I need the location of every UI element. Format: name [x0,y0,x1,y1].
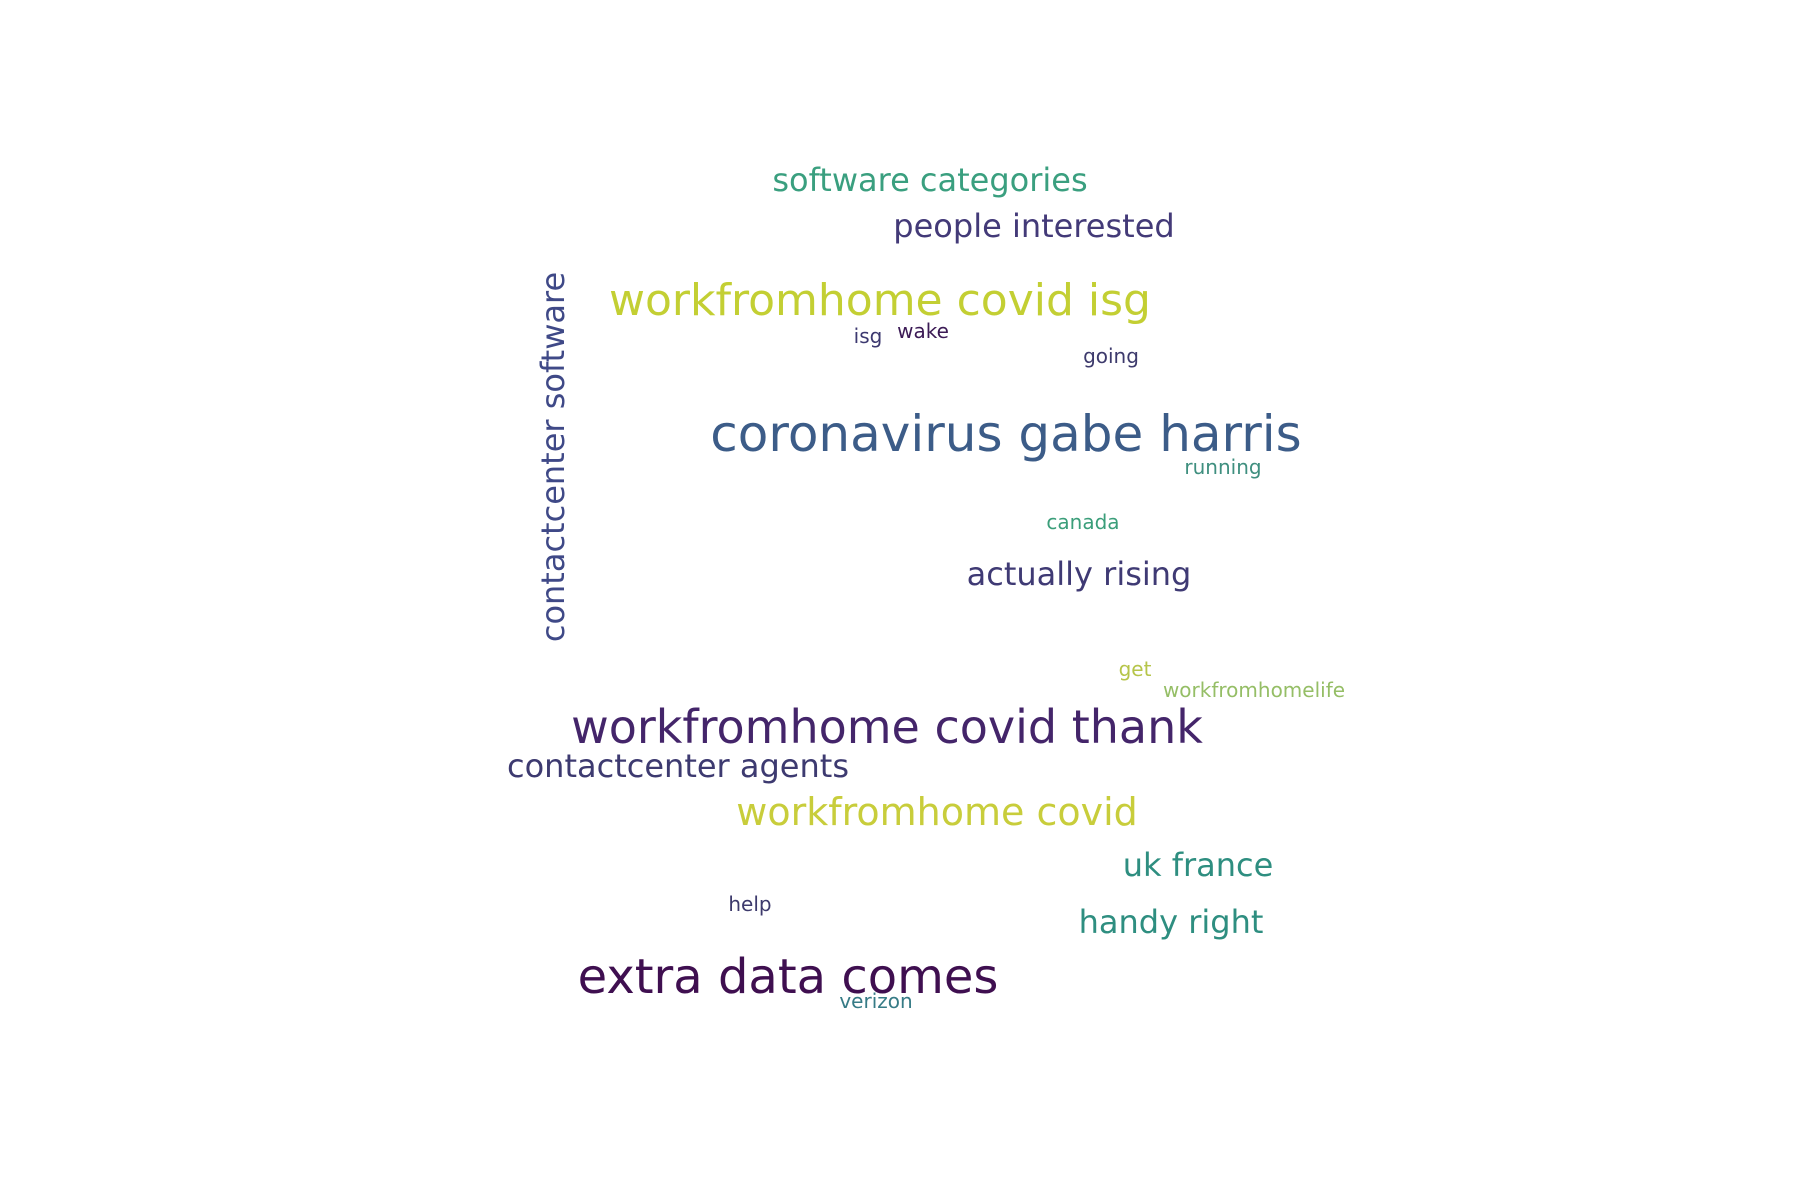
word-running: running [1184,455,1262,479]
word-contactcenter-agents: contactcenter agents [507,747,849,785]
word-extra-data-comes: extra data comes [577,949,999,1005]
word-going: going [1083,344,1139,368]
word-software-categories: software categories [772,161,1088,199]
word-handy-right: handy right [1078,903,1264,941]
word-verizon: verizon [839,989,913,1013]
word-get: get [1118,657,1152,681]
word-workfromhome-covid-thank: workfromhome covid thank [571,700,1203,754]
word-help: help [728,892,772,916]
word-people-interested: people interested [893,207,1175,245]
word-workfromhome-covid-isg: workfromhome covid isg [609,275,1151,326]
word-workfromhome-covid: workfromhome covid [736,790,1138,834]
word-actually-rising: actually rising [966,555,1192,593]
word-isg: isg [853,324,883,348]
word-canada: canada [1046,510,1120,534]
word-uk-france: uk france [1122,846,1274,884]
word-contactcenter-software: contactcenter software [534,271,572,643]
word-wake: wake [897,319,949,343]
word-coronavirus-gabe-harris: coronavirus gabe harris [710,405,1302,463]
word-workfromhomelife: workfromhomelife [1162,678,1346,702]
